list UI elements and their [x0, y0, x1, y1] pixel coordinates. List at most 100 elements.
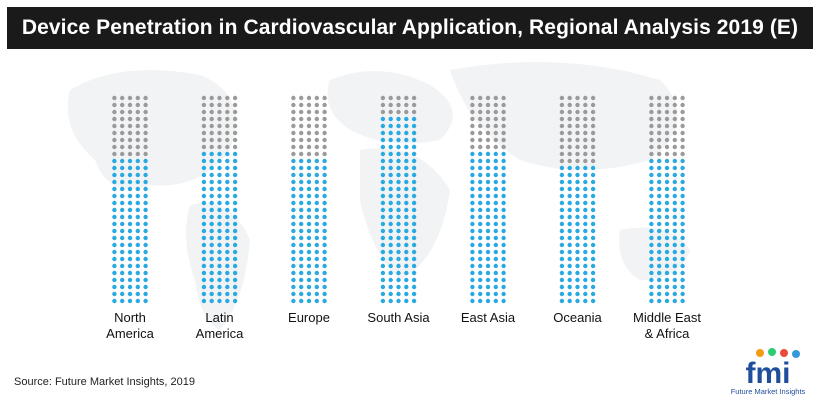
dot-filled	[120, 214, 125, 220]
dot-filled	[127, 221, 133, 227]
dot-filled	[485, 270, 491, 276]
dot-empty	[291, 144, 296, 150]
dot-filled	[478, 249, 483, 255]
dot-filled	[225, 284, 230, 290]
dot-filled	[664, 172, 670, 178]
dot-filled	[493, 270, 498, 276]
dot-filled	[680, 298, 685, 304]
dot-filled	[143, 221, 148, 227]
dot-filled	[209, 207, 214, 213]
dot-filled	[135, 186, 140, 192]
dot-filled	[120, 158, 125, 164]
dot-empty	[306, 116, 312, 122]
dot-empty	[299, 137, 304, 143]
dot-filled	[380, 130, 386, 136]
dot-filled	[575, 221, 580, 227]
dot-empty	[470, 137, 475, 143]
dot-filled	[388, 165, 393, 171]
dot-filled	[322, 158, 327, 164]
dot-filled	[501, 221, 506, 227]
dot-filled	[649, 263, 654, 269]
dot-filled	[201, 277, 207, 283]
dot-filled	[404, 256, 409, 262]
dot-empty	[583, 144, 588, 150]
dot-filled	[388, 207, 393, 213]
dot-filled	[404, 270, 409, 276]
dot-filled	[232, 291, 238, 297]
dot-filled	[209, 277, 214, 283]
dot-filled	[478, 200, 483, 206]
dot-empty	[501, 109, 506, 115]
dot-empty	[120, 130, 125, 136]
dot-filled	[485, 235, 491, 241]
dot-empty	[217, 137, 222, 143]
dot-filled	[201, 284, 207, 290]
dot-filled	[217, 256, 222, 262]
dot-empty	[135, 130, 140, 136]
dot-empty	[314, 95, 319, 101]
dot-filled	[575, 235, 580, 241]
dot-empty	[143, 116, 148, 122]
dot-filled	[575, 200, 580, 206]
dot-empty	[649, 102, 654, 108]
dot-filled	[209, 214, 214, 220]
dot-filled	[314, 249, 319, 255]
dot-empty	[209, 95, 214, 101]
dot-filled	[143, 207, 148, 213]
dot-filled	[559, 263, 565, 269]
dot-filled	[411, 116, 417, 122]
dot-filled	[291, 179, 296, 185]
logo-dot-green	[768, 348, 776, 356]
dot-filled	[664, 207, 670, 213]
dot-empty	[232, 116, 238, 122]
dot-filled	[411, 284, 417, 290]
dot-empty	[567, 123, 572, 129]
dot-empty	[559, 130, 565, 136]
dot-empty	[567, 95, 572, 101]
dot-filled	[120, 263, 125, 269]
dot-filled	[501, 214, 506, 220]
dot-filled	[127, 291, 133, 297]
dot-filled	[590, 235, 596, 241]
dot-empty	[306, 151, 312, 157]
dot-filled	[380, 193, 386, 199]
dot-filled	[135, 256, 140, 262]
dot-filled	[388, 242, 393, 248]
dot-filled	[649, 235, 654, 241]
dot-filled	[143, 270, 148, 276]
dot-filled	[664, 165, 670, 171]
dot-filled	[411, 270, 417, 276]
dot-empty	[232, 144, 238, 150]
dot-filled	[470, 263, 475, 269]
dot-filled	[575, 277, 580, 283]
dot-filled	[411, 151, 417, 157]
dot-filled	[209, 172, 214, 178]
dot-filled	[396, 186, 401, 192]
dot-filled	[322, 277, 327, 283]
dot-filled	[664, 200, 670, 206]
dot-empty	[225, 137, 230, 143]
dot-filled	[567, 193, 572, 199]
dot-filled	[501, 172, 506, 178]
dot-empty	[559, 137, 565, 143]
dot-filled	[485, 242, 491, 248]
dot-filled	[470, 221, 475, 227]
dot-filled	[485, 228, 491, 234]
dot-filled	[135, 242, 140, 248]
dot-filled	[314, 270, 319, 276]
dot-empty	[478, 95, 483, 101]
dot-filled	[388, 158, 393, 164]
dot-empty	[680, 123, 685, 129]
dot-empty	[575, 95, 580, 101]
dot-filled	[404, 123, 409, 129]
dot-filled	[322, 228, 327, 234]
dot-filled	[209, 165, 214, 171]
dot-filled	[657, 172, 662, 178]
dot-filled	[127, 193, 133, 199]
dot-filled	[306, 228, 312, 234]
dot-empty	[225, 95, 230, 101]
dot-column	[559, 95, 596, 304]
dot-filled	[657, 193, 662, 199]
dot-filled	[567, 298, 572, 304]
dot-filled	[567, 256, 572, 262]
